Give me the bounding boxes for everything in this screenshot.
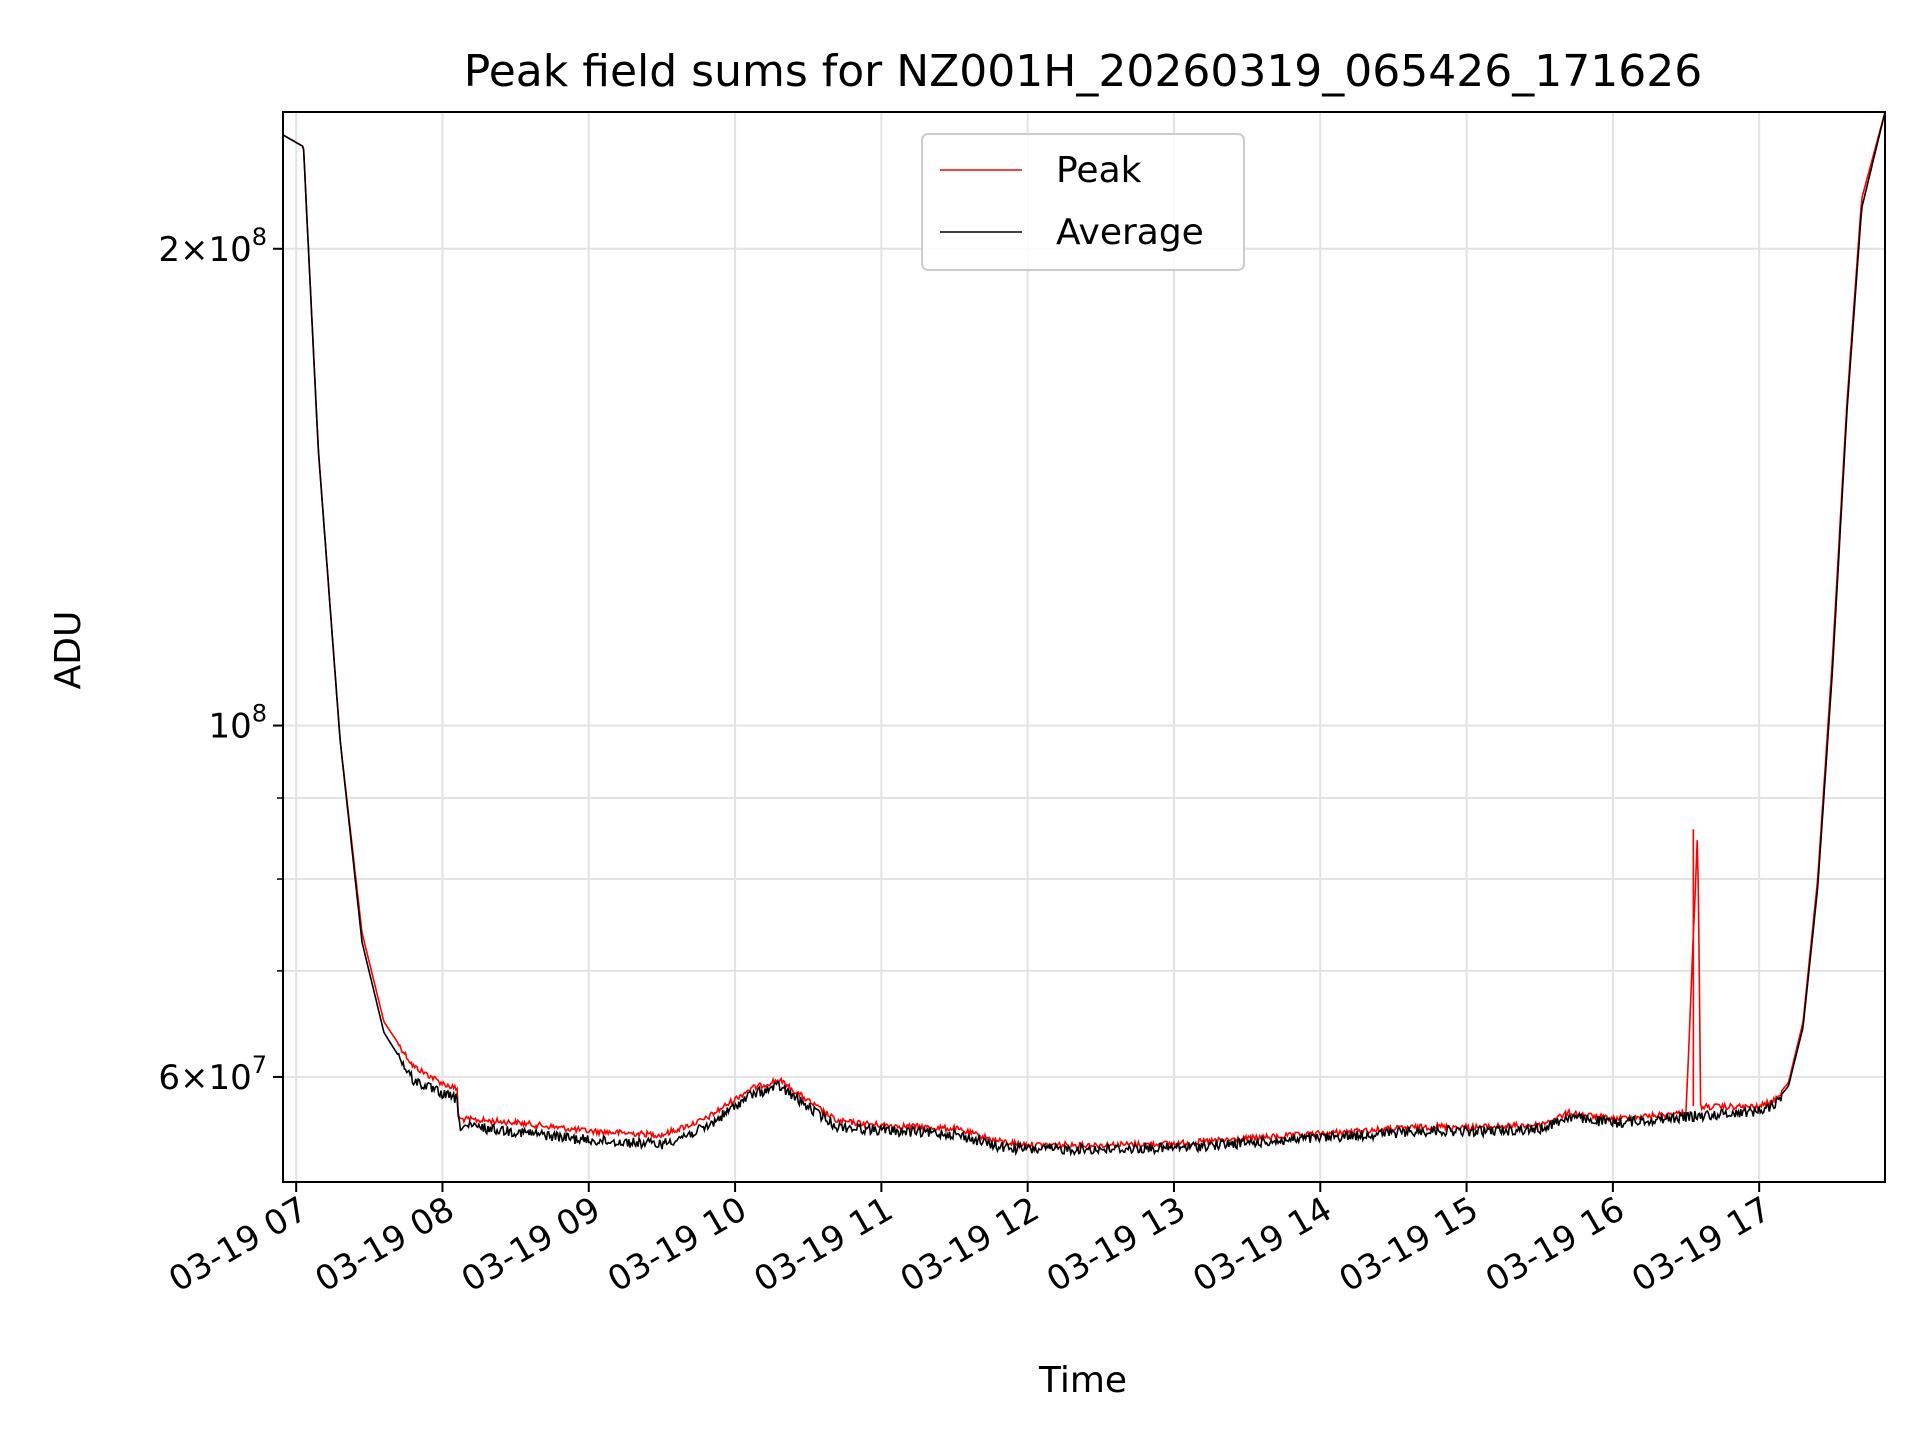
legend-label-average: Average [1056,212,1204,253]
x-axis-label: Time [1038,1360,1127,1401]
y-axis-ticks: 2×108 108 6×107 [158,223,283,1098]
series-line-peak [282,111,1886,1150]
legend-box [921,133,1245,271]
series-line-average [282,111,1886,1157]
y-tick-label: 108 [208,700,267,747]
legend: Peak Average [921,133,1245,271]
y-tick-label: 6×107 [158,1051,267,1098]
grid [283,112,1885,1182]
chart-title: Peak field sums for NZ001H_20260319_0654… [464,46,1702,97]
series-layer [282,111,1886,1157]
y-axis-label: ADU [48,611,89,690]
plot-frame [282,111,1886,1183]
y-tick-label: 2×108 [158,223,267,270]
legend-label-peak: Peak [1056,150,1142,191]
